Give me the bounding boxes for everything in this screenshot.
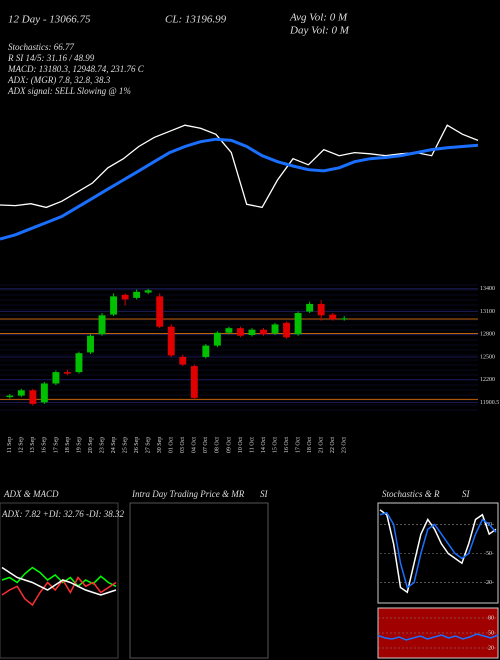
series-line bbox=[1, 576, 117, 607]
candle-body bbox=[52, 372, 60, 384]
x-tick-label: 12 Sep bbox=[19, 437, 25, 454]
x-tick-label: 25 Sep bbox=[122, 437, 128, 454]
y-tick-label: 13100 bbox=[480, 309, 495, 315]
x-tick-label: 21 Oct bbox=[319, 437, 325, 453]
x-tick-label: 16 Oct bbox=[284, 437, 290, 453]
candle-body bbox=[271, 324, 279, 334]
x-tick-label: 17 Sep bbox=[53, 437, 59, 454]
x-tick-label: 14 Oct bbox=[261, 437, 267, 453]
candle-body bbox=[110, 296, 118, 315]
candle-body bbox=[190, 366, 198, 398]
adx-signal: ADX signal: SELL Slowing @ 1% bbox=[7, 86, 131, 96]
candle-body bbox=[340, 318, 348, 320]
candle-body bbox=[6, 395, 14, 398]
panel-title: Intra Day Trading Price & MR bbox=[131, 489, 245, 499]
candle-body bbox=[317, 303, 325, 316]
x-tick-label: 16 Sep bbox=[42, 437, 48, 454]
candle-body bbox=[329, 314, 337, 320]
candle-body bbox=[121, 294, 129, 300]
candle-body bbox=[29, 390, 37, 404]
series-line bbox=[0, 137, 479, 241]
avg-vol: Avg Vol: 0 M bbox=[289, 12, 348, 24]
x-tick-label: 18 Sep bbox=[65, 437, 71, 454]
candle-body bbox=[87, 335, 94, 353]
x-tick-label: 26 Sep bbox=[134, 437, 140, 454]
x-tick-label: 08 Oct bbox=[215, 437, 221, 453]
x-tick-label: 20 Sep bbox=[88, 437, 94, 454]
y-tick-label: 11900.5 bbox=[480, 400, 499, 406]
day-value: 12 Day - 13066.75 bbox=[8, 14, 91, 26]
y-tick-label: 20 bbox=[488, 645, 494, 651]
x-tick-label: 15 Oct bbox=[272, 437, 278, 453]
candle-body bbox=[167, 326, 175, 356]
candle-body bbox=[75, 353, 83, 373]
x-tick-label: 23 Sep bbox=[99, 437, 105, 454]
intraday-panel bbox=[129, 502, 269, 659]
y-tick-label: 50 bbox=[486, 551, 492, 557]
x-tick-label: 30 Sep bbox=[157, 437, 163, 454]
panel-subtitle: SI bbox=[260, 489, 269, 499]
x-tick-label: 03 Oct bbox=[180, 437, 186, 453]
candle-body bbox=[202, 345, 210, 357]
panel-title: Stochastics & R bbox=[382, 489, 440, 499]
x-tick-label: 11 Sep bbox=[7, 437, 13, 453]
adx: ADX: (MGR) 7.8, 32.8, 38.3 bbox=[7, 75, 111, 85]
y-tick-label: 12800 bbox=[480, 332, 495, 338]
series-line bbox=[1, 566, 117, 596]
x-tick-label: 13 Sep bbox=[30, 437, 36, 454]
y-tick-label: 12500 bbox=[480, 354, 495, 360]
candle-body bbox=[236, 328, 244, 336]
x-tick-label: 11 Oct bbox=[249, 437, 255, 453]
candle-body bbox=[179, 356, 187, 365]
candle-body bbox=[283, 322, 291, 338]
series-line bbox=[377, 633, 499, 641]
x-tick-label: 23 Oct bbox=[342, 437, 348, 453]
candle-body bbox=[98, 315, 106, 335]
candle-body bbox=[156, 296, 164, 327]
series-line bbox=[379, 511, 497, 589]
x-tick-label: 01 Oct bbox=[169, 437, 175, 453]
adx-panel bbox=[0, 502, 119, 659]
candle-body bbox=[17, 390, 25, 396]
candle-body bbox=[213, 332, 221, 346]
macd: MACD: 13180.3, 12948.74, 231.76 C bbox=[7, 64, 145, 74]
y-tick-label: 20 bbox=[486, 580, 492, 586]
x-tick-label: 04 Oct bbox=[192, 437, 198, 453]
series-line bbox=[0, 124, 479, 209]
candle-body bbox=[225, 328, 233, 333]
candle-body bbox=[260, 329, 267, 335]
close-value: CL: 13196.99 bbox=[165, 14, 227, 26]
stochastics: Stochastics: 66.77 bbox=[8, 42, 74, 52]
x-tick-label: 17 Oct bbox=[295, 437, 301, 453]
rsi: R SI 14/5: 31.16 / 48.99 bbox=[7, 53, 95, 63]
x-tick-label: 10 Oct bbox=[238, 437, 244, 453]
x-tick-label: 19 Sep bbox=[76, 437, 82, 454]
y-tick-label: 13400 bbox=[480, 286, 495, 292]
panel-title: ADX & MACD bbox=[3, 489, 59, 499]
candle-body bbox=[306, 303, 314, 312]
x-tick-label: 24 Sep bbox=[111, 437, 117, 454]
y-tick-label: 80 bbox=[488, 615, 494, 621]
x-tick-label: 22 Oct bbox=[330, 437, 336, 453]
x-tick-label: 09 Oct bbox=[226, 437, 232, 453]
x-tick-label: 27 Sep bbox=[146, 437, 152, 454]
candle-body bbox=[294, 313, 302, 335]
panel-subtitle: ADX: 7.82 +DI: 32.76 -DI: 38.32 bbox=[1, 509, 125, 519]
candle-body bbox=[133, 291, 141, 298]
candle-body bbox=[248, 329, 256, 335]
candle-body bbox=[63, 372, 71, 374]
candle-body bbox=[40, 383, 48, 403]
candle-body bbox=[144, 290, 152, 293]
day-vol: Day Vol: 0 M bbox=[289, 25, 350, 37]
panel-subtitle: SI bbox=[462, 489, 471, 499]
x-tick-label: 18 Oct bbox=[307, 437, 313, 453]
y-tick-label: 12200 bbox=[480, 377, 495, 383]
stoch-panel bbox=[377, 502, 499, 604]
y-tick-label: 50 bbox=[488, 630, 494, 636]
x-tick-label: 07 Oct bbox=[203, 437, 209, 453]
series-line bbox=[379, 509, 497, 594]
